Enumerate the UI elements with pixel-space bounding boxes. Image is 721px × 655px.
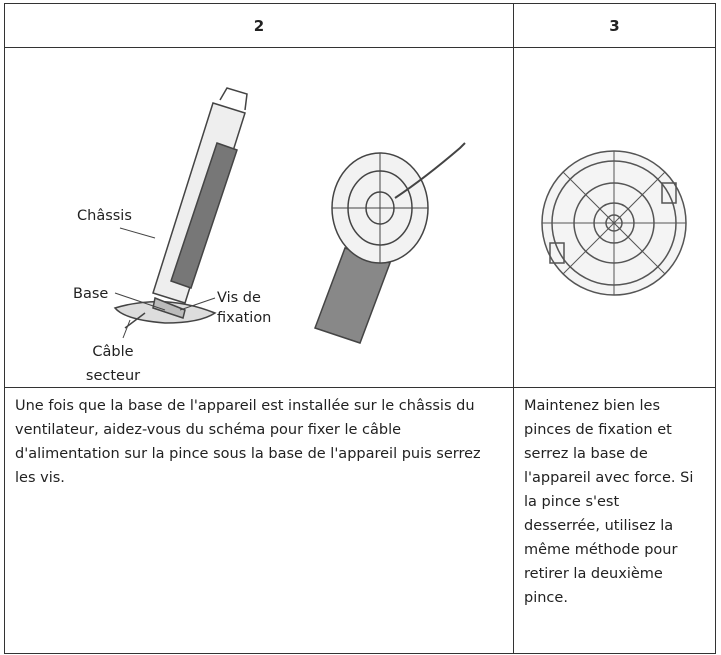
- illustration-cell: Châssis Base Vis de fixation Câble secte…: [4, 47, 514, 388]
- paragraph: Une fois que la base de l'appareil est i…: [15, 398, 481, 486]
- step-number: 3: [513, 3, 716, 48]
- label-cable: Câble secteur: [85, 344, 141, 384]
- base-illustration: [541, 150, 687, 296]
- paragraph: Maintenez bien les pinces de fixation et…: [524, 398, 694, 606]
- description: Une fois que la base de l'appareil est i…: [4, 387, 514, 654]
- instruction-table: 2 3: [4, 3, 716, 654]
- label-base: Base: [73, 286, 109, 302]
- description: Maintenez bien les pinces de fixation et…: [513, 387, 716, 654]
- illustration-cell: [513, 47, 716, 388]
- label-chassis: Châssis: [77, 208, 132, 224]
- step-number: 2: [4, 3, 514, 48]
- label-screw: Vis de fixation: [217, 290, 272, 326]
- fan-illustration: [113, 87, 466, 344]
